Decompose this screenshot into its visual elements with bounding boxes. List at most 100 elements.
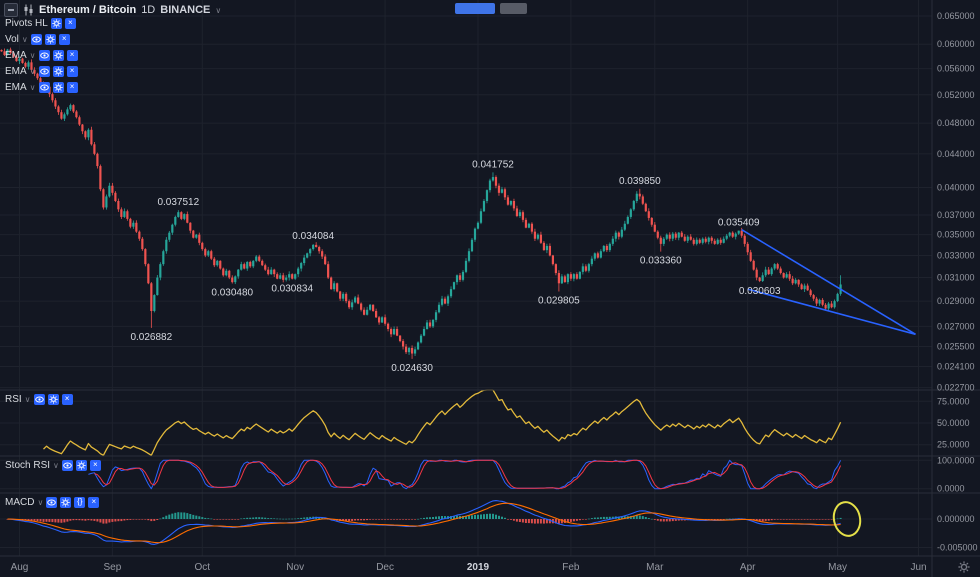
svg-text:0.026882: 0.026882 (130, 332, 172, 343)
price-axis[interactable]: 0.065000 0.060000 0.056000 0.052000 0.048000… (937, 11, 978, 553)
eye-icon[interactable] (38, 49, 50, 61)
settings-gear-icon[interactable] (958, 561, 970, 573)
close-icon[interactable]: × (88, 496, 100, 508)
collapse-bar-icon (8, 9, 14, 11)
close-icon[interactable]: × (66, 65, 78, 77)
symbol-title[interactable]: Ethereum / Bitcoin (39, 4, 137, 16)
svg-text:0.065000: 0.065000 (937, 11, 975, 21)
chevron-down-icon[interactable]: ∨ (37, 497, 44, 507)
rsi-line (43, 389, 842, 456)
highlight-ellipse[interactable] (831, 500, 864, 539)
svg-text:0.039850: 0.039850 (619, 176, 661, 187)
svg-text:Aug: Aug (11, 562, 29, 573)
svg-text:Dec: Dec (376, 562, 394, 573)
svg-text:Oct: Oct (195, 562, 211, 573)
svg-text:0.037512: 0.037512 (157, 197, 199, 208)
svg-text:0.024100: 0.024100 (937, 362, 975, 372)
eye-icon[interactable] (38, 65, 50, 77)
stoch-d-line (94, 459, 842, 490)
legend-label-pivots-hl[interactable]: Pivots HL (5, 17, 48, 29)
settings-icon[interactable] (60, 496, 72, 508)
svg-text:0.056000: 0.056000 (937, 64, 975, 74)
settings-icon[interactable] (50, 17, 62, 29)
settings-icon[interactable] (52, 81, 64, 93)
close-icon[interactable]: × (89, 459, 101, 471)
legend-label-ema[interactable]: EMA (5, 65, 27, 77)
chevron-down-icon[interactable]: ∨ (29, 66, 36, 76)
svg-text:May: May (828, 562, 847, 573)
interval-label[interactable]: 1D (141, 4, 156, 16)
price-axis-background (932, 0, 980, 577)
chart-titlebar: Ethereum / Bitcoin 1D BINANCE ∨ (4, 3, 221, 17)
eye-icon[interactable] (46, 496, 58, 508)
svg-text:2019: 2019 (467, 562, 490, 573)
legend-row: EMA ∨ × (5, 79, 78, 95)
eye-icon[interactable] (61, 459, 73, 471)
source-icon[interactable]: {} (74, 496, 86, 508)
chevron-down-icon[interactable]: ∨ (29, 82, 36, 92)
settings-icon[interactable] (52, 65, 64, 77)
svg-text:Sep: Sep (103, 562, 121, 573)
macd-pane-legend: MACD ∨ {} × (5, 494, 100, 510)
legend-row: Pivots HL × (5, 15, 78, 31)
chevron-down-icon[interactable]: ∨ (21, 34, 28, 44)
settings-icon[interactable] (52, 49, 64, 61)
exchange-label[interactable]: BINANCE (160, 4, 211, 16)
time-axis[interactable]: Aug Sep Oct Nov Dec 2019 Feb Mar Apr May Jun (11, 562, 927, 573)
macd-signal-line (7, 502, 841, 544)
settings-icon[interactable] (47, 393, 59, 405)
svg-text:0.048000: 0.048000 (937, 118, 975, 128)
trendline[interactable] (741, 228, 916, 335)
svg-text:0.035409: 0.035409 (718, 218, 760, 229)
close-icon[interactable]: × (58, 33, 70, 45)
legend-label-ema[interactable]: EMA (5, 81, 27, 93)
svg-text:25.0000: 25.0000 (937, 440, 970, 450)
svg-text:0.0000: 0.0000 (937, 484, 965, 494)
svg-text:0.044000: 0.044000 (937, 149, 975, 159)
close-icon[interactable]: × (64, 17, 76, 29)
chevron-down-icon[interactable]: ∨ (53, 460, 59, 470)
svg-text:0.034084: 0.034084 (292, 231, 334, 242)
legend-label-ema[interactable]: EMA (5, 49, 27, 61)
grid-layer (0, 0, 932, 556)
svg-text:0.000000: 0.000000 (937, 514, 975, 524)
svg-text:0.052000: 0.052000 (937, 90, 975, 100)
legend-label-vol[interactable]: Vol (5, 33, 19, 45)
time-axis-background (0, 556, 932, 577)
redacted-badge-gray[interactable] (500, 3, 527, 14)
legend-label-stoch-rsi[interactable]: Stoch RSI (5, 459, 51, 471)
svg-text:0.030480: 0.030480 (211, 288, 253, 299)
svg-text:0.041752: 0.041752 (472, 159, 514, 170)
trendline[interactable] (747, 288, 916, 336)
eye-icon[interactable] (38, 81, 50, 93)
close-icon[interactable]: × (66, 81, 78, 93)
svg-text:0.030603: 0.030603 (739, 286, 781, 297)
collapse-pane-button[interactable] (4, 3, 18, 17)
close-icon[interactable]: × (61, 393, 73, 405)
chevron-down-icon[interactable]: ∨ (215, 5, 222, 15)
eye-icon[interactable] (33, 393, 45, 405)
macd-line (7, 500, 841, 545)
chevron-down-icon[interactable]: ∨ (29, 50, 36, 60)
rsi-pane-legend: RSI ∨ × (5, 391, 73, 407)
svg-text:Apr: Apr (740, 562, 756, 573)
svg-text:0.040000: 0.040000 (937, 182, 975, 192)
legend-label-rsi[interactable]: RSI (5, 393, 22, 405)
legend-label-macd[interactable]: MACD (5, 496, 35, 508)
indicator-legend: Pivots HL × Vol ∨ × EMA ∨ × EMA ∨ × EMA ∨ × (5, 15, 78, 95)
svg-text:Jun: Jun (910, 562, 926, 573)
chevron-down-icon[interactable]: ∨ (24, 394, 31, 404)
redacted-badge-blue[interactable] (455, 3, 495, 14)
svg-text:0.024630: 0.024630 (391, 363, 433, 374)
eye-icon[interactable] (30, 33, 42, 45)
settings-icon[interactable] (44, 33, 56, 45)
close-icon[interactable]: × (66, 49, 78, 61)
svg-text:100.0000: 100.0000 (937, 455, 975, 465)
settings-icon[interactable] (75, 459, 87, 471)
svg-text:0.029000: 0.029000 (937, 296, 975, 306)
legend-row: EMA ∨ × (5, 63, 78, 79)
legend-row: Vol ∨ × (5, 31, 78, 47)
svg-text:0.060000: 0.060000 (937, 39, 975, 49)
